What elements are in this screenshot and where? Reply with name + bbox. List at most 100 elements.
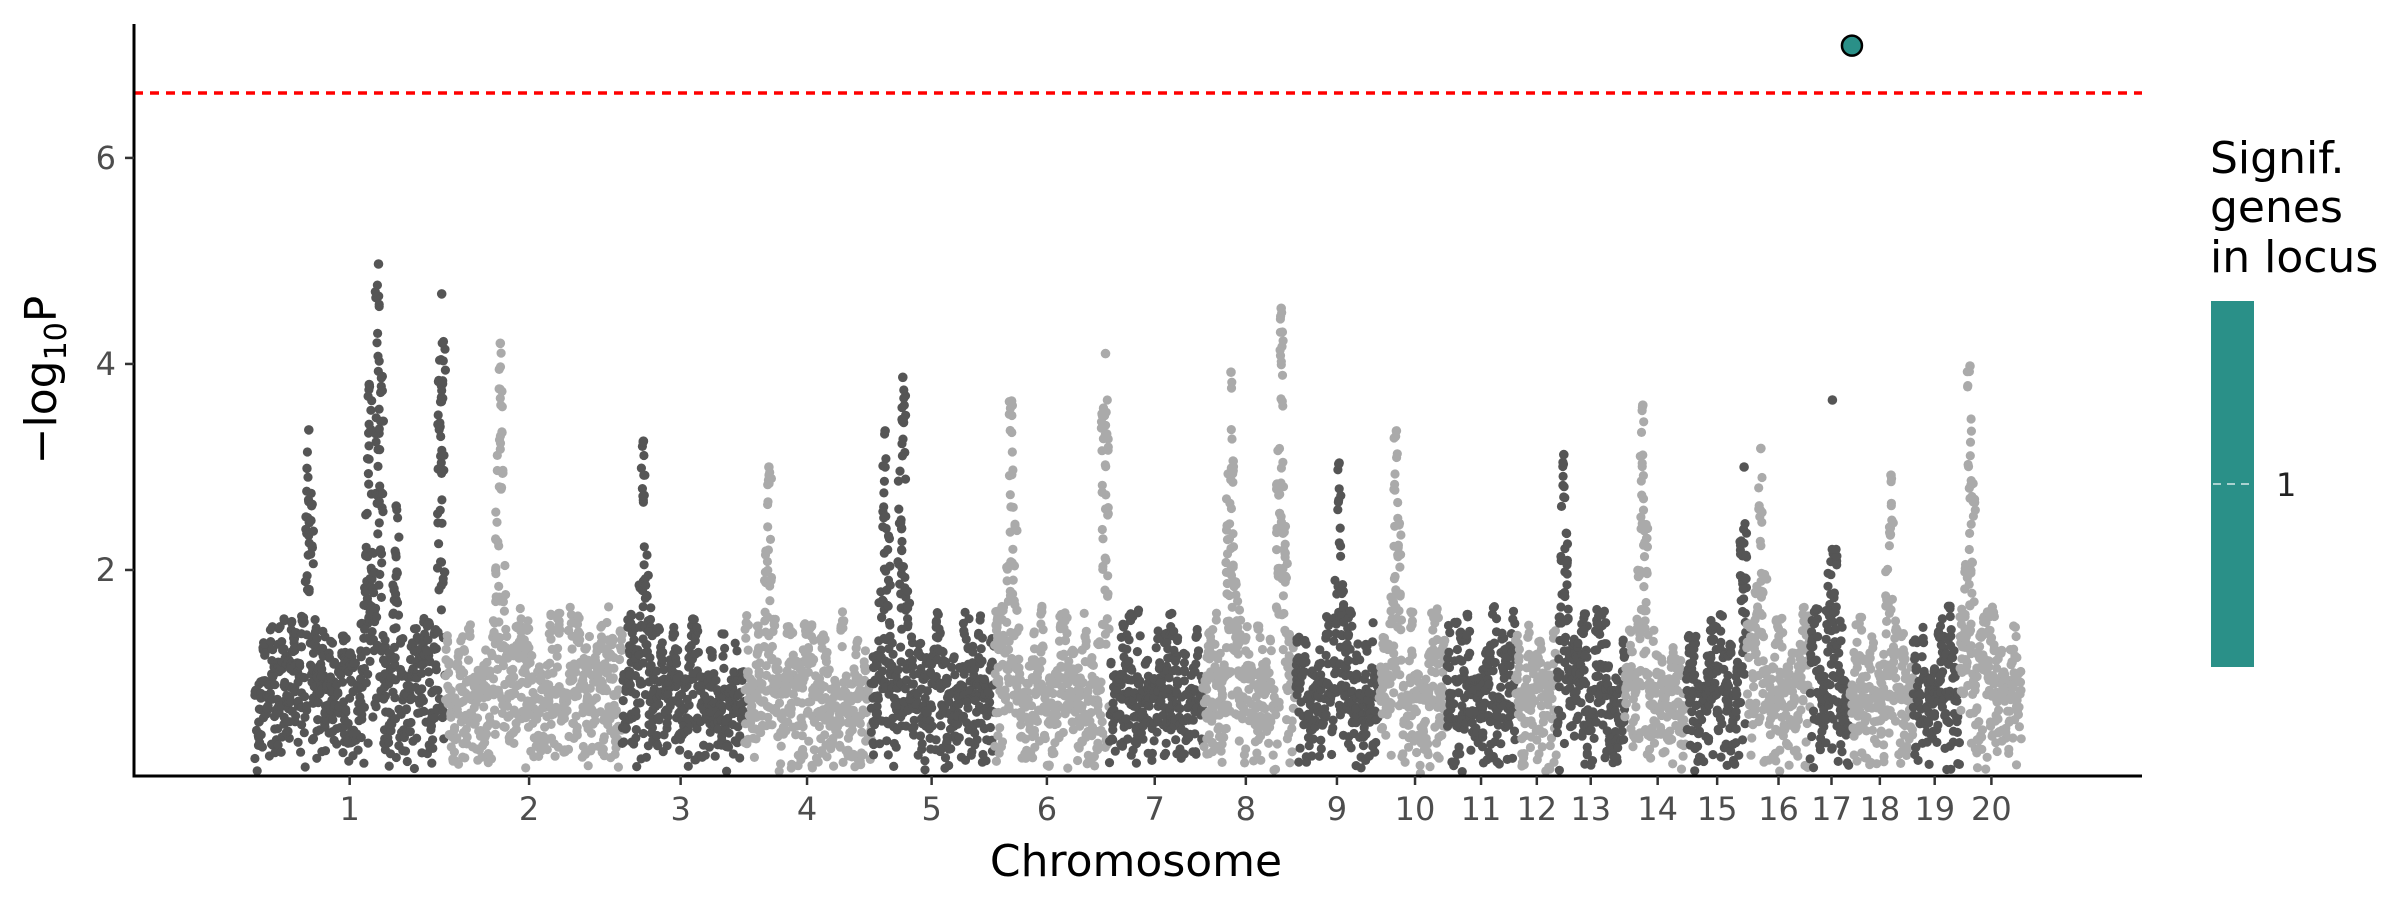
data-point xyxy=(363,469,373,479)
data-point xyxy=(1396,615,1407,625)
data-point xyxy=(1135,631,1145,641)
data-point xyxy=(437,385,447,396)
data-point xyxy=(933,610,943,620)
data-point xyxy=(653,623,664,633)
data-point xyxy=(1073,755,1083,766)
data-point xyxy=(456,665,466,675)
data-point xyxy=(851,643,861,653)
data-point xyxy=(534,751,544,762)
data-point xyxy=(735,753,745,763)
data-point xyxy=(1484,679,1494,689)
data-point xyxy=(295,658,305,669)
data-point xyxy=(642,591,652,602)
data-point xyxy=(806,652,816,662)
data-point xyxy=(837,607,848,617)
data-point xyxy=(571,711,581,721)
data-point xyxy=(378,507,388,517)
data-point xyxy=(584,631,595,642)
data-point xyxy=(302,463,312,474)
data-point xyxy=(1005,425,1015,436)
data-point xyxy=(1452,644,1462,655)
data-point xyxy=(901,410,911,420)
data-point xyxy=(391,623,401,633)
data-point xyxy=(361,510,371,520)
data-point xyxy=(1233,622,1243,633)
data-point xyxy=(1228,542,1239,552)
data-point xyxy=(494,581,504,592)
data-point xyxy=(1509,726,1520,736)
data-point xyxy=(772,657,782,667)
data-point xyxy=(1496,682,1506,692)
data-point xyxy=(641,639,651,649)
data-point xyxy=(430,713,440,723)
data-point xyxy=(1210,639,1220,650)
data-point xyxy=(632,762,642,772)
data-point xyxy=(437,518,447,528)
data-point xyxy=(1058,727,1068,738)
data-point xyxy=(1264,668,1274,678)
data-point xyxy=(437,468,447,478)
data-point xyxy=(1097,524,1107,535)
data-point xyxy=(498,597,508,607)
data-point xyxy=(317,664,327,674)
data-point xyxy=(898,434,908,444)
data-point xyxy=(1582,742,1592,752)
chromosome-3-points xyxy=(617,436,750,776)
chromosome-6-points xyxy=(990,348,1114,773)
data-point xyxy=(1014,654,1024,664)
data-point xyxy=(1208,625,1218,635)
data-point xyxy=(590,652,600,662)
data-point xyxy=(368,712,378,722)
data-point xyxy=(480,738,490,748)
data-point xyxy=(972,735,982,745)
data-point xyxy=(741,633,751,643)
data-point xyxy=(1559,482,1569,492)
data-point xyxy=(1411,707,1421,717)
data-point xyxy=(411,624,421,634)
data-point xyxy=(581,644,591,654)
data-point xyxy=(1044,760,1054,770)
data-point xyxy=(450,723,460,733)
data-point xyxy=(877,666,888,676)
data-point xyxy=(1316,735,1326,745)
data-point xyxy=(373,351,383,361)
data-point xyxy=(617,738,627,749)
data-point xyxy=(641,752,652,762)
data-point xyxy=(349,658,359,669)
data-point xyxy=(298,613,309,623)
data-point xyxy=(1040,733,1050,744)
data-point xyxy=(1009,596,1019,606)
data-point xyxy=(276,747,286,757)
data-point xyxy=(353,745,363,755)
data-point xyxy=(1005,490,1015,500)
data-point xyxy=(493,654,504,664)
data-point xyxy=(766,576,776,586)
data-point xyxy=(546,719,556,730)
data-point xyxy=(370,603,381,613)
data-point xyxy=(1228,477,1238,487)
data-point xyxy=(428,743,438,754)
peak-point xyxy=(1100,348,1111,359)
data-point xyxy=(430,685,441,695)
data-point xyxy=(601,683,611,694)
data-point xyxy=(786,704,796,714)
data-point xyxy=(345,649,355,659)
data-point xyxy=(1600,639,1610,649)
data-point xyxy=(909,721,919,732)
data-point xyxy=(1451,618,1461,629)
data-point xyxy=(885,580,895,590)
data-point xyxy=(900,447,910,458)
data-point xyxy=(364,441,374,451)
data-point xyxy=(1052,719,1062,729)
data-point xyxy=(1103,503,1113,513)
data-point xyxy=(278,645,288,655)
data-point xyxy=(1321,629,1331,639)
data-point xyxy=(949,654,959,664)
data-point xyxy=(433,509,443,519)
data-point xyxy=(1333,497,1343,507)
data-point xyxy=(375,545,386,555)
data-point xyxy=(1423,750,1433,760)
data-point xyxy=(1393,551,1403,561)
data-point xyxy=(1272,739,1282,749)
data-point xyxy=(491,563,501,573)
